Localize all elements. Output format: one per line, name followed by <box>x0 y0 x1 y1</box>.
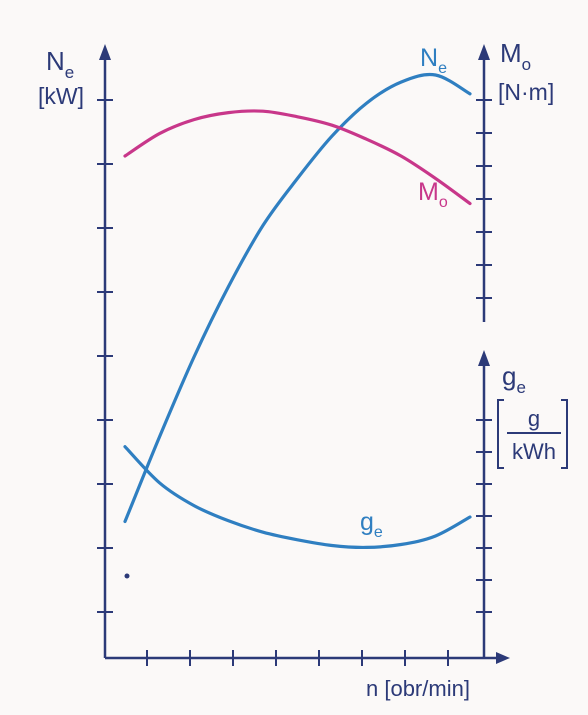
right-axis-bottom-label: ge g kWh <box>497 361 568 469</box>
right-axis-bottom-unit-denominator: kWh <box>512 439 556 464</box>
svg-text:Ne: Ne <box>46 46 74 82</box>
right-axis-bottom-subscript: e <box>516 378 525 397</box>
axis-ticks <box>97 99 492 666</box>
series-label-mo: Mo <box>418 178 448 211</box>
right-axis-top-label: Mo [N·m] <box>498 38 554 105</box>
right-axis-bottom-unit-numerator: g <box>528 406 540 431</box>
unit-bracket-left <box>497 399 504 469</box>
series-line-ne <box>123 72 472 524</box>
right-axis-top-unit: [N·m] <box>498 79 554 105</box>
x-axis-label: n [obr/min] <box>366 676 470 701</box>
series-label-subscript: e <box>438 60 447 77</box>
series-label-subscript: o <box>439 194 448 211</box>
series-label-ge: ge <box>360 508 383 541</box>
left-axis-label: Ne [kW] <box>38 46 84 109</box>
stray-dot <box>124 573 130 579</box>
svg-text:ge: ge <box>502 361 526 397</box>
unit-bracket-right <box>561 399 568 469</box>
series-line-ge <box>123 445 472 550</box>
left-axis-symbol: N <box>46 46 65 76</box>
series-label-subscript: e <box>374 524 383 541</box>
series-label-ne: Ne <box>420 44 447 77</box>
left-y-axis-arrow <box>99 44 111 60</box>
right-axis-top-symbol: M <box>500 38 522 68</box>
right-axis-top-subscript: o <box>522 55 531 74</box>
series-label-symbol: g <box>360 508 374 536</box>
curves <box>123 72 472 550</box>
series-label-symbol: M <box>418 178 439 206</box>
left-axis-unit: [kW] <box>38 83 84 109</box>
right-y-axis-top-arrow <box>478 44 490 60</box>
series-line-mo <box>123 109 472 206</box>
axes <box>97 44 510 666</box>
svg-text:Mo: Mo <box>500 38 531 74</box>
right-y-axis-bottom-arrow <box>478 350 490 366</box>
x-axis-arrow <box>496 652 510 664</box>
series-label-symbol: N <box>420 44 438 72</box>
left-axis-subscript: e <box>65 63 74 82</box>
right-axis-bottom-symbol: g <box>502 361 516 391</box>
